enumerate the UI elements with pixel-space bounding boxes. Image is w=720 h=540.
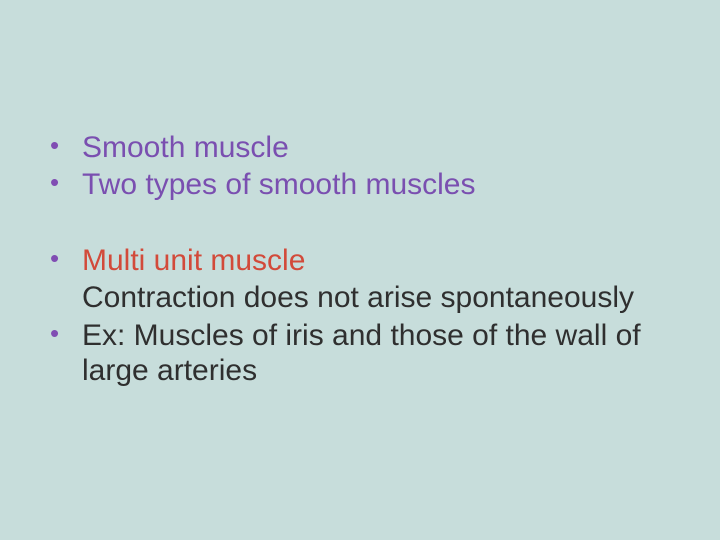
list-item-text: Two types of smooth muscles bbox=[82, 168, 476, 201]
slide: Smooth muscle Two types of smooth muscle… bbox=[0, 0, 720, 540]
list-item-text: Smooth muscle bbox=[82, 131, 289, 164]
list-item-text: Multi unit muscle bbox=[82, 244, 305, 277]
bullet-list-1: Smooth muscle Two types of smooth muscle… bbox=[40, 130, 680, 203]
list-item: Ex: Muscles of iris and those of the wal… bbox=[40, 318, 680, 389]
spacer bbox=[40, 205, 680, 243]
list-item: Multi unit muscle bbox=[40, 243, 680, 278]
bullet-list-2: Multi unit muscle Contraction does not a… bbox=[40, 243, 680, 389]
list-item-text: Contraction does not arise spontaneously bbox=[82, 281, 634, 314]
list-item: Contraction does not arise spontaneously bbox=[40, 280, 680, 315]
list-item: Smooth muscle bbox=[40, 130, 680, 165]
list-item: Two types of smooth muscles bbox=[40, 167, 680, 202]
list-item-text: Ex: Muscles of iris and those of the wal… bbox=[82, 319, 641, 387]
